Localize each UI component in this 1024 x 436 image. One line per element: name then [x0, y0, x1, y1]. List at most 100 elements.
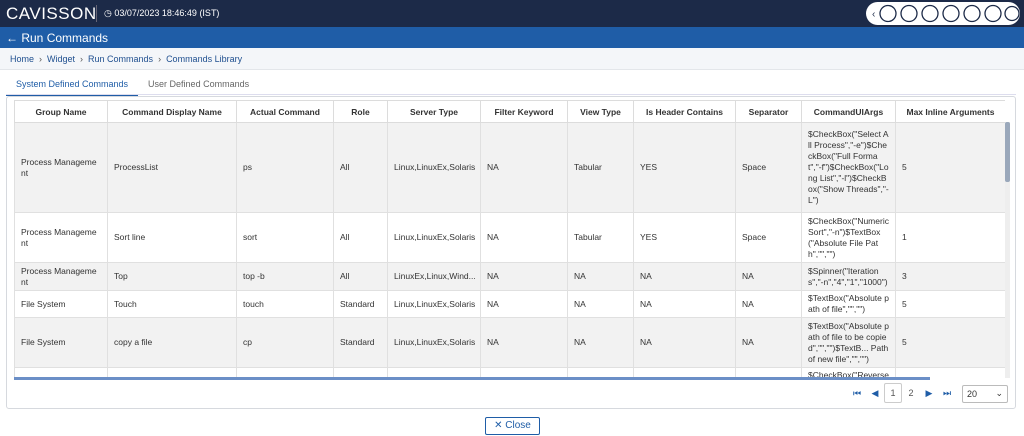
- table-cell: Top: [107, 262, 237, 291]
- column-header: Role: [333, 100, 388, 123]
- table-row: $CheckBox("Reverse: [14, 367, 1005, 378]
- table-cell: All: [333, 262, 388, 291]
- table-row: File System copy a file cp Standard Linux,Li…: [14, 317, 1005, 368]
- table-cell: $TextBox("Absolute path of file","",""): [801, 290, 896, 318]
- page-button[interactable]: 2: [908, 388, 914, 398]
- crumb-item[interactable]: Widget: [47, 54, 76, 64]
- table-cell: NA: [735, 317, 802, 368]
- table-cell: Tabular: [567, 122, 634, 213]
- commands-table: Group Name Command Display Name Actual Com…: [14, 100, 1005, 378]
- prev-page[interactable]: ◀: [871, 388, 879, 398]
- table-cell: Standard: [333, 290, 388, 318]
- table-cell: Linux,LinuxEx,Solaris: [387, 212, 481, 263]
- table-cell: NA: [735, 290, 802, 318]
- table-cell: NA: [567, 290, 634, 318]
- datetime-text: 03/07/2023 18:46:49 (IST): [114, 8, 220, 18]
- table-cell: NA: [480, 122, 568, 213]
- page-size-value: 20: [967, 388, 978, 399]
- logo: CAVISSON: [6, 4, 97, 23]
- table-cell: YES: [633, 122, 736, 213]
- table-cell: Touch: [107, 290, 237, 318]
- grid: Group Name Command Display Name Actual Com…: [14, 100, 1005, 378]
- next-page[interactable]: ▶: [925, 388, 933, 398]
- table-cell: NA: [567, 262, 634, 291]
- table-cell: NA: [633, 290, 736, 318]
- table-cell: NA: [633, 262, 736, 291]
- table-cell: Standard: [333, 317, 388, 368]
- icon[interactable]: [921, 4, 939, 23]
- column-header: Is Header Contains: [633, 100, 736, 123]
- table-cell: $TextBox("Absolute path of file to be co…: [801, 317, 896, 368]
- table-cell: $CheckBox("Select All Process","-e")$Che…: [801, 122, 896, 213]
- table-cell: NA: [480, 317, 568, 368]
- table-cell: copy a file: [107, 317, 237, 368]
- table-cell: Linux,LinuxEx,Solaris: [387, 290, 481, 318]
- separator: [96, 5, 97, 22]
- page-size[interactable]: 20 ⌄: [962, 384, 1008, 403]
- column-header: CommandUIArgs: [801, 100, 896, 123]
- collapse-icon[interactable]: ‹: [872, 9, 875, 20]
- table-row: Process Management Sort line sort All Linux,…: [14, 212, 1005, 263]
- table-cell: 5: [895, 290, 1005, 318]
- toolbar-icons[interactable]: ‹: [866, 2, 1020, 25]
- table-cell: NA: [735, 262, 802, 291]
- table-cell: sort: [236, 212, 334, 263]
- icon[interactable]: [984, 4, 1002, 23]
- crumb-item[interactable]: Home: [10, 54, 35, 64]
- table-cell: top -b: [236, 262, 334, 291]
- table-cell: File System: [14, 290, 108, 318]
- table-cell: NA: [480, 290, 568, 318]
- icon[interactable]: [900, 4, 918, 23]
- header-row: Group Name Command Display Name Actual Com…: [14, 100, 1005, 123]
- last-page[interactable]: ⏭: [942, 388, 952, 398]
- table-cell: 1: [895, 212, 1005, 263]
- h-scrollbar[interactable]: [14, 377, 930, 380]
- first-page[interactable]: ⏮: [852, 388, 862, 398]
- top-bar: CAVISSON ◷ 03/07/2023 18:46:49 (IST) ‹: [0, 0, 1024, 27]
- page-button[interactable]: 1: [884, 383, 902, 403]
- breadcrumb: Home › Widget › Run Commands › Commands Librar…: [0, 48, 1024, 70]
- title-bar: ← Run Commands: [0, 27, 1024, 48]
- crumb-item[interactable]: Run Commands: [88, 54, 154, 64]
- table-cell: File System: [14, 317, 108, 368]
- table-cell: All: [333, 122, 388, 213]
- table-cell: NA: [480, 212, 568, 263]
- table-cell: $CheckBox("Numeric Sort","-n")$TextBox("…: [801, 212, 896, 263]
- table-cell: Space: [735, 212, 802, 263]
- column-header: Max Inline Arguments: [895, 100, 1005, 123]
- scroll-thumb[interactable]: [1005, 122, 1010, 182]
- table-cell: Tabular: [567, 212, 634, 263]
- scroll-track: [1005, 122, 1010, 378]
- icon[interactable]: [1004, 5, 1020, 22]
- column-header: Command Display Name: [107, 100, 237, 123]
- tab[interactable]: User Defined Commands: [148, 79, 250, 89]
- table-cell: All: [333, 212, 388, 263]
- table-cell: Process Management: [14, 122, 108, 213]
- back-arrow[interactable]: ←: [6, 31, 22, 45]
- table-row: File System Touch touch Standard Linux,Linux…: [14, 290, 1005, 318]
- clock-icon: ◷: [104, 8, 115, 18]
- icon[interactable]: [942, 4, 960, 23]
- crumb-sep: ›: [158, 54, 162, 64]
- icon[interactable]: [879, 4, 897, 23]
- table-cell: NA: [633, 317, 736, 368]
- tab[interactable]: System Defined Commands: [6, 74, 139, 96]
- table-row: Process Management Top top -b All LinuxEx,Li…: [14, 262, 1005, 291]
- column-header: Server Type: [387, 100, 481, 123]
- table-cell: [895, 367, 1005, 378]
- table-cell: Sort line: [107, 212, 237, 263]
- tabs: System Defined Commands User Defined Comm…: [6, 74, 259, 96]
- table-cell: 3: [895, 262, 1005, 291]
- icon[interactable]: [963, 4, 981, 23]
- crumb-item[interactable]: Commands Library: [166, 54, 243, 64]
- table-cell: Space: [735, 122, 802, 213]
- table-cell: Linux,LinuxEx,Solaris: [387, 317, 481, 368]
- table-cell: Process Management: [14, 212, 108, 263]
- column-header: Group Name: [14, 100, 108, 123]
- table-cell: 5: [895, 317, 1005, 368]
- table-row: Process Management ProcessList ps All Linux,…: [14, 122, 1005, 213]
- column-header: Actual Command: [236, 100, 334, 123]
- column-header: Separator: [735, 100, 802, 123]
- close-button[interactable]: ✕ Close: [485, 417, 540, 435]
